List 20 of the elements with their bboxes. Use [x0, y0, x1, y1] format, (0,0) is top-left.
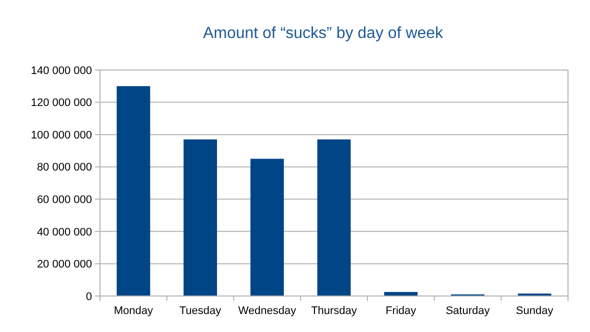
bar [116, 86, 150, 296]
bar [317, 139, 351, 296]
y-tick-label: 120 000 000 [30, 97, 92, 110]
chart-title: Amount of “sucks” by day of week [202, 25, 444, 42]
x-tick-label: Friday [386, 305, 417, 317]
x-tick-label: Tuesday [179, 305, 222, 317]
x-tick-label: Sunday [516, 305, 554, 317]
x-tick-label: Saturday [446, 305, 490, 317]
y-tick-label: 40 000 000 [36, 226, 92, 238]
y-tick-label: 20 000 000 [36, 258, 92, 271]
y-tick-label: 80 000 000 [36, 162, 92, 174]
bar [184, 139, 217, 296]
x-tick-label: Monday [114, 305, 154, 317]
y-tick-label: 100 000 000 [30, 129, 92, 142]
bar [250, 158, 284, 296]
x-tick-label: Wednesday [238, 305, 297, 317]
y-tick-label: 0 [86, 290, 92, 303]
y-tick-label: 140 000 000 [30, 64, 92, 77]
x-tick-label: Thursday [311, 305, 358, 317]
y-tick-label: 60 000 000 [36, 194, 92, 206]
